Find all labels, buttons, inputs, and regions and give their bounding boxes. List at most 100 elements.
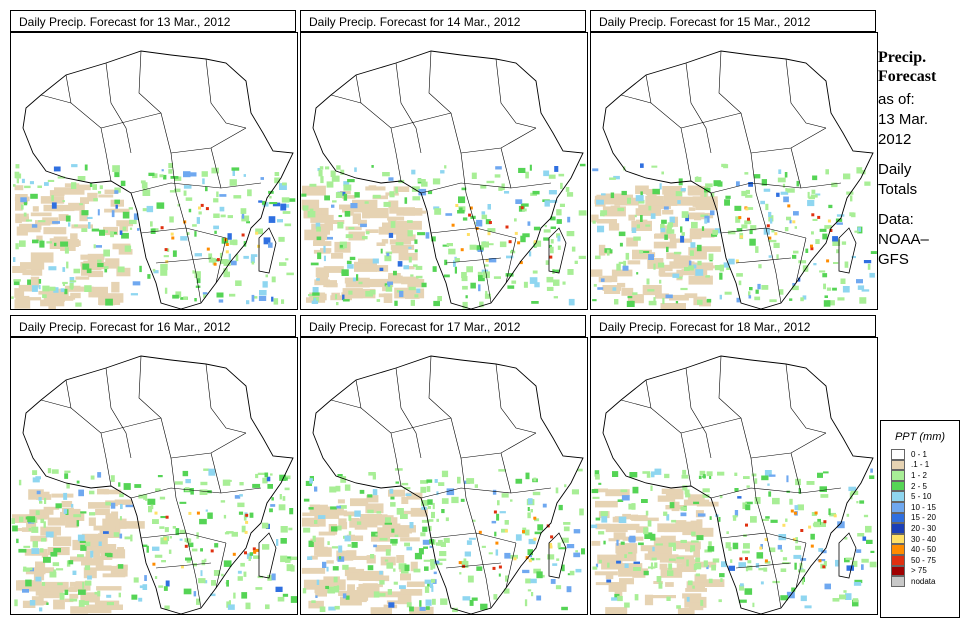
as-of-label: as of:	[878, 91, 915, 108]
country-border	[138, 355, 172, 459]
forecast-panel-13-mar: Daily Precip. Forecast for 13 Mar., 2012	[10, 10, 298, 310]
data-line-3: GFS	[878, 251, 909, 268]
legend-swatch	[891, 512, 905, 524]
country-border	[750, 127, 827, 154]
forecast-info: Precip. Forecast as of: 13 Mar. 2012 Dai…	[878, 48, 963, 270]
country-border	[105, 62, 132, 154]
legend-swatch	[891, 554, 905, 566]
country-border	[710, 487, 842, 499]
country-border	[475, 227, 492, 304]
country-border	[215, 237, 227, 284]
country-border	[495, 363, 537, 434]
legend-label: 0 - 1	[911, 449, 928, 459]
precip-field	[591, 163, 877, 309]
legend-item: .1 - 1	[881, 459, 959, 471]
country-border	[420, 182, 552, 194]
madagascar-outline	[258, 532, 277, 579]
panel-title: Daily Precip. Forecast for 18 Mar., 2012	[590, 315, 876, 337]
legend-item: 50 - 75	[881, 554, 959, 566]
precip-map	[300, 32, 588, 310]
country-border	[460, 432, 537, 459]
country-border	[460, 127, 537, 154]
africa-coastline	[312, 355, 584, 614]
country-border	[40, 399, 72, 409]
heading-line-1: Precip.	[878, 49, 927, 66]
country-border	[505, 237, 517, 284]
legend-label: 50 - 75	[911, 555, 936, 565]
legend-label: 20 - 30	[911, 523, 936, 533]
legend-item: 5 - 10	[881, 491, 959, 502]
legend-swatch	[891, 449, 905, 460]
country-border	[170, 457, 187, 534]
legend-swatch	[891, 501, 905, 513]
legend-label: .1 - 1	[911, 460, 930, 470]
madagascar-outline	[838, 227, 857, 274]
country-border	[210, 452, 222, 494]
precip-field	[591, 468, 877, 614]
legend-swatch	[891, 523, 905, 534]
country-border	[40, 94, 72, 104]
forecast-panel-17-mar: Daily Precip. Forecast for 17 Mar., 2012	[300, 315, 588, 615]
forecast-panel-16-mar: Daily Precip. Forecast for 16 Mar., 2012	[10, 315, 298, 615]
madagascar-outline	[548, 532, 567, 579]
precip-map	[10, 337, 298, 615]
country-border	[795, 542, 807, 589]
country-border	[680, 112, 742, 129]
country-border	[140, 532, 227, 544]
country-border	[620, 94, 652, 104]
country-border	[500, 452, 512, 494]
country-border	[445, 562, 502, 569]
forecast-panel-18-mar: Daily Precip. Forecast for 18 Mar., 2012	[590, 315, 878, 615]
country-border	[170, 432, 247, 459]
country-border	[428, 355, 462, 459]
country-border	[330, 399, 362, 409]
precip-field	[301, 163, 587, 309]
country-border	[645, 74, 692, 182]
country-border	[795, 237, 807, 284]
country-border	[130, 182, 262, 194]
legend-item: 15 - 20	[881, 512, 959, 524]
legend-swatch	[891, 565, 905, 577]
precip-map	[590, 32, 878, 310]
country-border	[395, 62, 422, 154]
legend-swatch	[891, 576, 905, 587]
country-border	[735, 257, 792, 264]
legend-label: 5 - 10	[911, 492, 932, 502]
totals-line-1: Daily	[878, 161, 912, 178]
data-line-1: Data:	[878, 211, 914, 228]
country-border	[155, 257, 212, 264]
country-border	[65, 379, 112, 487]
panel-title: Daily Precip. Forecast for 15 Mar., 2012	[590, 10, 876, 32]
legend-swatch	[891, 533, 905, 545]
panel-title: Daily Precip. Forecast for 17 Mar., 2012	[300, 315, 586, 337]
forecast-panel-14-mar: Daily Precip. Forecast for 14 Mar., 2012	[300, 10, 588, 310]
precip-map	[300, 337, 588, 615]
country-border	[100, 112, 162, 129]
country-border	[390, 112, 452, 129]
forecast-panel-15-mar: Daily Precip. Forecast for 15 Mar., 2012	[590, 10, 878, 310]
legend-label: 10 - 15	[911, 502, 936, 512]
country-border	[765, 532, 782, 609]
country-border	[170, 127, 247, 154]
country-border	[355, 379, 402, 487]
country-border	[685, 62, 712, 154]
country-border	[185, 532, 202, 609]
country-border	[495, 58, 537, 129]
panel-title: Daily Precip. Forecast for 16 Mar., 2012	[10, 315, 296, 337]
country-border	[460, 152, 477, 229]
country-border	[790, 452, 802, 494]
legend-item: 0 - 1	[881, 449, 959, 460]
country-border	[505, 542, 517, 589]
country-border	[428, 50, 462, 154]
country-border	[390, 417, 452, 434]
panel-title: Daily Precip. Forecast for 13 Mar., 2012	[10, 10, 296, 32]
country-border	[750, 457, 767, 534]
country-border	[685, 367, 712, 459]
legend-item: 2 - 5	[881, 480, 959, 492]
legend-item: 20 - 30	[881, 523, 959, 534]
country-border	[430, 227, 517, 239]
country-border	[185, 227, 202, 304]
country-border	[735, 562, 792, 569]
data-line-2: NOAA–	[878, 231, 929, 248]
